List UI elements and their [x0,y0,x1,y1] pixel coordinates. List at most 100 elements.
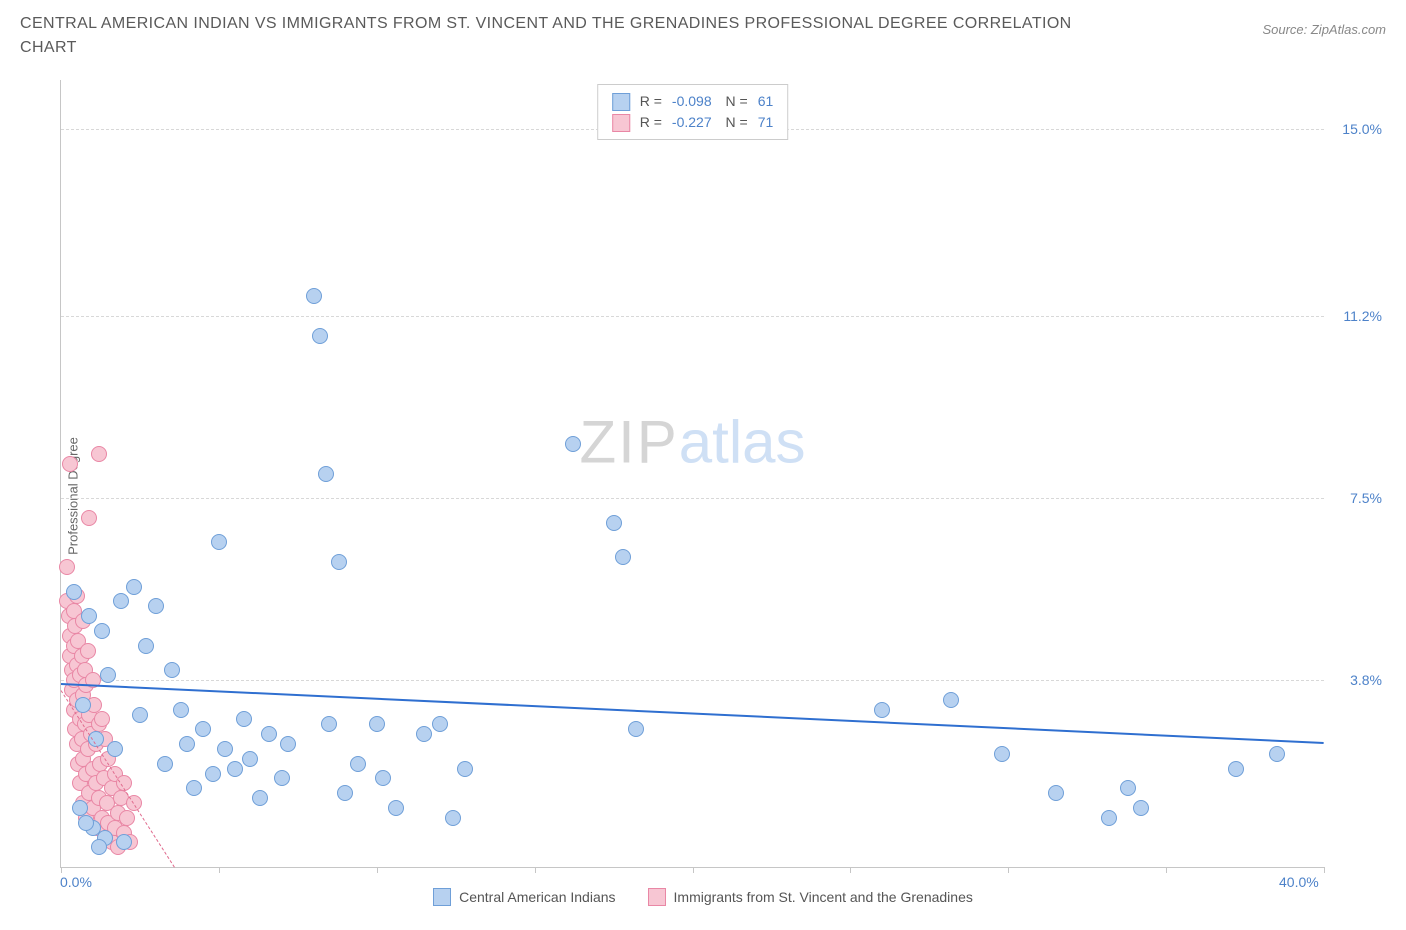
legend-r-label: R = [640,91,662,112]
data-point [615,549,631,565]
data-point [91,446,107,462]
data-point [416,726,432,742]
data-point [261,726,277,742]
data-point [186,780,202,796]
data-point [236,711,252,727]
data-point [1120,780,1136,796]
gridline [61,316,1324,317]
data-point [66,584,82,600]
swatch-series-b [648,888,666,906]
chart-header: CENTRAL AMERICAN INDIAN VS IMMIGRANTS FR… [0,0,1406,64]
source-attribution: Source: ZipAtlas.com [1262,22,1386,37]
data-point [375,770,391,786]
data-point [445,810,461,826]
data-point [874,702,890,718]
data-point [72,800,88,816]
x-tick [693,867,694,873]
legend-n-value-b: 71 [758,112,774,133]
data-point [205,766,221,782]
data-point [80,643,96,659]
legend-item-b: Immigrants from St. Vincent and the Gren… [648,888,973,906]
data-point [252,790,268,806]
data-point [94,623,110,639]
data-point [78,815,94,831]
legend-label-b: Immigrants from St. Vincent and the Gren… [674,889,973,905]
trend-line [61,683,1324,744]
y-tick-label: 3.8% [1350,672,1382,688]
data-point [59,559,75,575]
data-point [1048,785,1064,801]
data-point [457,761,473,777]
data-point [157,756,173,772]
data-point [337,785,353,801]
data-point [369,716,385,732]
data-point [388,800,404,816]
data-point [217,741,233,757]
data-point [318,466,334,482]
correlation-legend: R = -0.098 N = 61 R = -0.227 N = 71 [597,84,789,140]
legend-row-series-a: R = -0.098 N = 61 [612,91,774,112]
data-point [321,716,337,732]
watermark-zip: ZIP [579,409,678,476]
y-tick-label: 7.5% [1350,490,1382,506]
data-point [132,707,148,723]
data-point [107,741,123,757]
data-point [312,328,328,344]
x-tick [850,867,851,873]
data-point [1101,810,1117,826]
data-point [173,702,189,718]
data-point [565,436,581,452]
data-point [62,456,78,472]
data-point [306,288,322,304]
x-tick [1166,867,1167,873]
data-point [274,770,290,786]
x-tick [219,867,220,873]
data-point [113,593,129,609]
data-point [179,736,195,752]
data-point [138,638,154,654]
x-tick [1324,867,1325,873]
legend-r-value-b: -0.227 [672,112,712,133]
data-point [119,810,135,826]
data-point [331,554,347,570]
x-tick [61,867,62,873]
x-axis-max-label: 40.0% [1279,874,1319,890]
data-point [280,736,296,752]
y-tick-label: 11.2% [1343,308,1382,324]
data-point [91,839,107,855]
swatch-series-b [612,114,630,132]
data-point [195,721,211,737]
data-point [126,579,142,595]
data-point [1228,761,1244,777]
series-legend: Central American Indians Immigrants from… [18,888,1388,906]
data-point [75,697,91,713]
chart-title: CENTRAL AMERICAN INDIAN VS IMMIGRANTS FR… [20,12,1120,60]
data-point [100,667,116,683]
data-point [350,756,366,772]
data-point [227,761,243,777]
data-point [994,746,1010,762]
x-tick [377,867,378,873]
legend-item-a: Central American Indians [433,888,615,906]
chart-container: Professional Degree ZIPatlas R = -0.098 … [18,80,1388,912]
x-tick [535,867,536,873]
data-point [81,608,97,624]
data-point [242,751,258,767]
data-point [1133,800,1149,816]
legend-label-a: Central American Indians [459,889,615,905]
swatch-series-a [433,888,451,906]
data-point [606,515,622,531]
data-point [1269,746,1285,762]
data-point [116,834,132,850]
gridline [61,498,1324,499]
data-point [164,662,180,678]
swatch-series-a [612,93,630,111]
gridline [61,680,1324,681]
x-axis-min-label: 0.0% [60,874,92,890]
legend-row-series-b: R = -0.227 N = 71 [612,112,774,133]
watermark-atlas: atlas [679,409,806,476]
data-point [94,711,110,727]
plot-area: ZIPatlas R = -0.098 N = 61 R = -0.227 N … [60,80,1324,868]
data-point [81,510,97,526]
data-point [148,598,164,614]
